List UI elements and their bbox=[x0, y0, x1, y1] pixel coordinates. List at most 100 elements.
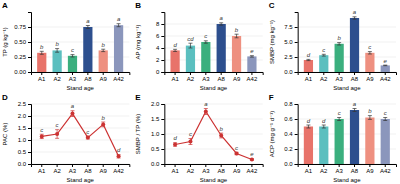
x-axis-title: Stand age bbox=[200, 177, 228, 183]
tick-mark bbox=[161, 24, 164, 25]
tick-mark bbox=[251, 72, 252, 75]
tick-label: 0.5 bbox=[151, 146, 160, 152]
panel: 02468A1A2A3A8A9A42dcdcabeStand ageAP (mg… bbox=[135, 1, 263, 91]
error-cap bbox=[188, 138, 192, 139]
bar bbox=[53, 50, 62, 72]
tick: A9 bbox=[100, 72, 108, 82]
bar bbox=[365, 53, 374, 72]
error-cap bbox=[173, 49, 177, 50]
tick: A8 bbox=[84, 164, 92, 174]
tick-mark bbox=[295, 57, 298, 58]
tick: A9 bbox=[366, 164, 374, 174]
tick-label: A8 bbox=[351, 76, 359, 82]
error-cap bbox=[204, 40, 208, 41]
tick-label: A8 bbox=[84, 76, 92, 82]
tick-mark bbox=[87, 164, 88, 167]
tick-mark bbox=[190, 72, 191, 75]
error-line bbox=[205, 109, 206, 115]
tick: 4 bbox=[156, 45, 164, 51]
error-line bbox=[103, 122, 104, 127]
annotation: a bbox=[353, 9, 357, 15]
error-bar bbox=[101, 49, 105, 51]
tick: A3 bbox=[335, 72, 343, 82]
annotation: b bbox=[220, 126, 224, 132]
tick-label: A8 bbox=[351, 168, 359, 174]
annotations: dcdcabe bbox=[173, 15, 254, 54]
tick-mark bbox=[221, 72, 222, 75]
error-cap bbox=[322, 54, 326, 55]
annotation: a bbox=[353, 101, 357, 107]
tick-label: 0.25 bbox=[14, 54, 26, 60]
panel-label: E bbox=[135, 93, 141, 102]
tick-label: A2 bbox=[187, 168, 195, 174]
axis-line bbox=[28, 105, 32, 165]
tick: 0.0 bbox=[284, 161, 297, 167]
annotation: c bbox=[368, 44, 371, 50]
annotation: a bbox=[71, 103, 75, 109]
tick-label: A3 bbox=[202, 168, 210, 174]
tick-mark bbox=[385, 72, 386, 75]
tick: A42 bbox=[113, 164, 124, 174]
error-line bbox=[190, 139, 191, 145]
bar bbox=[83, 27, 92, 72]
error-line bbox=[369, 52, 370, 54]
tick-mark bbox=[354, 164, 355, 167]
annotation: b bbox=[368, 108, 372, 114]
error-cap bbox=[101, 49, 105, 50]
error-cap bbox=[188, 48, 192, 49]
annotation: a bbox=[204, 101, 208, 107]
bar bbox=[304, 60, 313, 72]
tick-mark bbox=[103, 72, 104, 75]
grid-line bbox=[164, 134, 262, 135]
tick: A42 bbox=[247, 164, 258, 174]
annotation: d bbox=[173, 135, 177, 141]
error-cap bbox=[86, 139, 90, 140]
tick: A1 bbox=[305, 164, 313, 174]
grid-line bbox=[31, 104, 129, 105]
tick-mark bbox=[205, 164, 206, 167]
tick-label: 1.0 bbox=[151, 131, 160, 137]
tick: A1 bbox=[38, 164, 46, 174]
bar bbox=[99, 50, 108, 72]
error-bar bbox=[40, 134, 44, 138]
error-cap bbox=[173, 51, 177, 52]
tick-mark bbox=[205, 72, 206, 75]
marker bbox=[188, 140, 192, 144]
tick-mark bbox=[57, 164, 58, 167]
bar bbox=[319, 127, 328, 165]
error-cap bbox=[306, 128, 310, 129]
tick-label: A8 bbox=[84, 168, 92, 174]
grid-line bbox=[164, 48, 262, 49]
error-bar bbox=[117, 24, 121, 27]
tick-label: 2.0 bbox=[151, 101, 160, 107]
panel-label: C bbox=[269, 1, 275, 10]
x-axis-title: Stand age bbox=[333, 85, 361, 91]
bar bbox=[365, 118, 374, 165]
tick-mark bbox=[28, 140, 31, 141]
error-cap bbox=[368, 115, 372, 116]
tick-label: A9 bbox=[233, 168, 241, 174]
panel-label: D bbox=[2, 93, 8, 102]
tick-mark bbox=[308, 72, 309, 75]
error-cap bbox=[322, 128, 326, 129]
tick-label: A8 bbox=[218, 76, 226, 82]
error-line bbox=[41, 51, 42, 54]
error-cap bbox=[235, 154, 239, 155]
tick-mark bbox=[295, 164, 298, 165]
tick-label: A1 bbox=[38, 76, 46, 82]
error-cap bbox=[70, 57, 74, 58]
tick-mark bbox=[28, 104, 31, 105]
panel: 0.000.250.500.75A1A2A3A8A9A42bbcabaStand… bbox=[2, 1, 130, 91]
plot-area bbox=[304, 17, 390, 72]
error-line bbox=[221, 133, 222, 138]
marker bbox=[117, 154, 121, 158]
annotation: c bbox=[56, 122, 59, 128]
tick-label: A1 bbox=[305, 76, 313, 82]
tick-mark bbox=[295, 104, 298, 105]
x-axis-title: Stand age bbox=[66, 85, 94, 91]
error-cap bbox=[250, 57, 254, 58]
error-bar bbox=[322, 54, 326, 56]
tick: A8 bbox=[218, 164, 226, 174]
tick-label: 1.5 bbox=[18, 125, 27, 131]
tick-label: 0.75 bbox=[14, 24, 26, 30]
